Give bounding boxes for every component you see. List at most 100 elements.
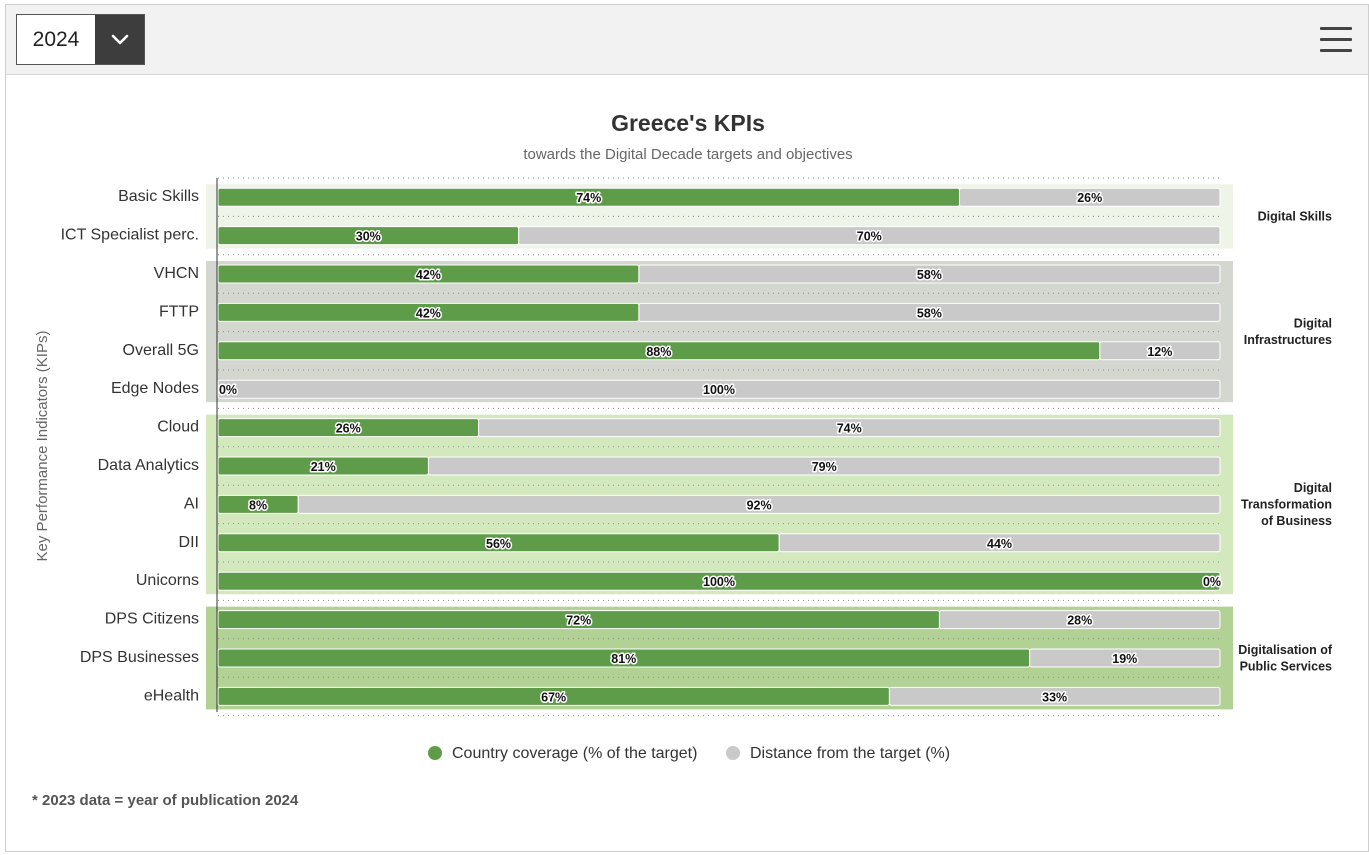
bar-data-label: 42% bbox=[416, 268, 441, 282]
chart-subtitle: towards the Digital Decade targets and o… bbox=[523, 146, 852, 163]
bar-coverage[interactable] bbox=[217, 610, 940, 630]
bar-data-label: 12% bbox=[1147, 345, 1172, 359]
bar-data-label: 79% bbox=[812, 460, 837, 474]
bar-data-label: 56% bbox=[486, 537, 511, 551]
bar-data-label: 26% bbox=[1077, 191, 1102, 205]
group-labels: Digital Skills Digital Infrastructures Digi… bbox=[1238, 209, 1333, 673]
bar-data-label: 26% bbox=[336, 422, 361, 436]
bar-coverage[interactable] bbox=[217, 187, 960, 207]
bar-data-label: 42% bbox=[416, 306, 441, 320]
bar-data-label: 26% bbox=[1077, 191, 1102, 205]
bar-data-label: 30% bbox=[356, 230, 381, 244]
bar-data-label: 70% bbox=[857, 230, 882, 244]
bar-data-label: 74% bbox=[837, 422, 862, 436]
bar-coverage[interactable] bbox=[217, 341, 1101, 361]
bar-series: 74%74% 26%26%30%30% 70%70%42%42% 58%58%42%4… bbox=[217, 187, 1223, 706]
bar-data-label: 44% bbox=[987, 537, 1012, 551]
category-label: Cloud bbox=[157, 419, 199, 436]
bar-data-label: 70% bbox=[857, 230, 882, 244]
bar-data-label: 0% bbox=[219, 383, 237, 397]
bar-coverage[interactable] bbox=[217, 648, 1031, 668]
bar-data-label: 81% bbox=[611, 652, 636, 666]
legend-distance-label[interactable]: Distance from the target (%) bbox=[750, 745, 950, 762]
bar-data-label: 26% bbox=[336, 422, 361, 436]
bar-data-label: 19% bbox=[1112, 652, 1137, 666]
category-label: DPS Businesses bbox=[80, 649, 199, 666]
bar-data-label: 0% bbox=[1203, 575, 1221, 589]
bar-data-label: 58% bbox=[917, 268, 942, 282]
bar-coverage[interactable] bbox=[217, 494, 299, 514]
row-gridlines bbox=[218, 177, 1220, 717]
bar-data-label: 74% bbox=[576, 191, 601, 205]
legend-coverage-marker bbox=[428, 746, 442, 760]
y-axis-title: Key Performance Indicators (KIPs) bbox=[34, 331, 51, 562]
bar-data-label: 33% bbox=[1042, 690, 1067, 704]
legend-distance-marker bbox=[726, 746, 740, 760]
bar-coverage[interactable] bbox=[217, 302, 640, 322]
category-label: Data Analytics bbox=[98, 457, 199, 474]
bar-data-label: 33% bbox=[1042, 690, 1067, 704]
bar-data-label: 72% bbox=[566, 614, 591, 628]
bar-data-label: 88% bbox=[646, 345, 671, 359]
category-label: ICT Specialist perc. bbox=[61, 227, 199, 244]
bar-coverage[interactable] bbox=[217, 686, 890, 706]
bar-data-label: 74% bbox=[837, 422, 862, 436]
legend-coverage-label[interactable]: Country coverage (% of the target) bbox=[452, 745, 697, 762]
bar-data-label: 79% bbox=[812, 460, 837, 474]
category-label: VHCN bbox=[154, 265, 199, 282]
category-label: Overall 5G bbox=[123, 342, 199, 359]
footnote: * 2023 data = year of publication 2024 bbox=[32, 792, 299, 809]
top-toolbar: 2024 bbox=[6, 5, 1368, 75]
bar-data-label: 74% bbox=[576, 191, 601, 205]
bar-coverage[interactable] bbox=[217, 456, 429, 476]
category-label: DPS Citizens bbox=[105, 611, 199, 628]
category-label: Unicorns bbox=[136, 572, 199, 589]
bar-data-label: 0% bbox=[219, 383, 237, 397]
bar-data-label: 56% bbox=[486, 537, 511, 551]
category-label: FTTP bbox=[159, 303, 199, 320]
bar-distance[interactable] bbox=[217, 379, 1221, 399]
bar-data-label: 67% bbox=[541, 690, 566, 704]
app-frame: 2024 74% 74% 26% 26% 30% 30% 70% 70% 42% 42% 58% 58… bbox=[5, 4, 1369, 852]
bar-data-label: 21% bbox=[311, 460, 336, 474]
bar-data-label: 21% bbox=[311, 460, 336, 474]
category-label: DII bbox=[179, 534, 199, 551]
chevron-down-icon[interactable] bbox=[95, 15, 144, 64]
bar-data-label: 58% bbox=[917, 306, 942, 320]
bar-data-label: 0% bbox=[1203, 575, 1221, 589]
bar-data-label: 44% bbox=[987, 537, 1012, 551]
bar-data-label: 100% bbox=[703, 383, 735, 397]
bar-data-label: 58% bbox=[917, 268, 942, 282]
bar-coverage[interactable] bbox=[217, 264, 640, 284]
bar-coverage[interactable] bbox=[217, 571, 1221, 591]
group-label: Digital Skills bbox=[1258, 209, 1332, 223]
bar-coverage[interactable] bbox=[217, 418, 480, 438]
bar-data-label: 58% bbox=[917, 306, 942, 320]
chart-legend: Country coverage (% of the target) Dista… bbox=[428, 745, 950, 762]
bar-data-label: 42% bbox=[416, 268, 441, 282]
bar-data-label: 67% bbox=[541, 690, 566, 704]
year-dropdown[interactable]: 2024 bbox=[16, 14, 145, 65]
bar-data-label: 88% bbox=[646, 345, 671, 359]
category-labels: Basic Skills ICT Specialist perc. VHCN FTTP… bbox=[61, 188, 199, 704]
group-label: Digital Infrastructures bbox=[1244, 316, 1332, 347]
category-label: Basic Skills bbox=[118, 188, 199, 205]
bar-data-label: 81% bbox=[611, 652, 636, 666]
bar-data-label: 100% bbox=[703, 383, 735, 397]
bar-data-label: 100% bbox=[703, 575, 735, 589]
bar-data-label: 100% bbox=[703, 575, 735, 589]
bar-coverage[interactable] bbox=[217, 533, 780, 553]
bar-data-label: 72% bbox=[566, 614, 591, 628]
bar-coverage[interactable] bbox=[217, 226, 520, 246]
kpi-chart: 74%74% 26%26%30%30% 70%70%42%42% 58%58%42%4… bbox=[32, 110, 1333, 809]
hamburger-menu-icon[interactable] bbox=[1318, 24, 1354, 56]
bar-data-label: 92% bbox=[747, 498, 772, 512]
bar-data-label: 8% bbox=[249, 498, 267, 512]
group-band bbox=[206, 261, 1233, 403]
category-label: eHealth bbox=[144, 687, 199, 704]
bar-data-label: 42% bbox=[416, 306, 441, 320]
bar-data-label: 28% bbox=[1067, 614, 1092, 628]
bar-data-label: 12% bbox=[1147, 345, 1172, 359]
bar-data-label: 28% bbox=[1067, 614, 1092, 628]
bar-data-label: 92% bbox=[747, 498, 772, 512]
